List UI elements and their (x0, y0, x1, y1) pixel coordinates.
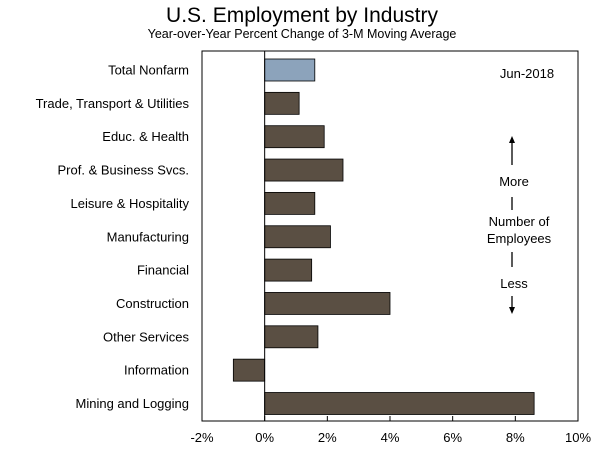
up-arrow-icon (509, 136, 515, 165)
bar-information (232, 358, 266, 382)
bar-educ-health (264, 125, 325, 149)
down-arrow-icon (509, 296, 515, 314)
category-label: Other Services (103, 329, 189, 344)
date-label: Jun-2018 (500, 66, 554, 81)
x-tick-label: 10% (565, 430, 591, 445)
bar-financial (264, 258, 313, 282)
chart-subtitle: Year-over-Year Percent Change of 3-M Mov… (148, 27, 457, 41)
bar-leisure-hospitality (264, 191, 316, 215)
x-tick-label: 6% (443, 430, 462, 445)
category-label: Educ. & Health (102, 129, 189, 144)
bar-total-nonfarm (264, 58, 316, 82)
less-label: Less (500, 276, 528, 291)
x-tick-label: 0% (255, 430, 274, 445)
category-label: Construction (116, 296, 189, 311)
bar-construction (264, 292, 391, 315)
x-tick-label: 2% (318, 430, 337, 445)
category-label: Financial (137, 263, 189, 278)
category-label: Trade, Transport & Utilities (36, 96, 190, 111)
bar-manufacturing (264, 225, 331, 249)
number-of-label: Number of (489, 214, 550, 229)
category-label: Prof. & Business Svcs. (58, 163, 190, 178)
chart-title: U.S. Employment by Industry (166, 4, 438, 27)
category-label: Total Nonfarm (108, 63, 189, 78)
category-label: Mining and Logging (76, 396, 189, 411)
x-tick-label: 4% (381, 430, 400, 445)
bar-mining-and-logging (264, 392, 535, 415)
more-label: More (499, 174, 529, 189)
category-label: Manufacturing (107, 229, 189, 244)
category-label: Information (124, 363, 189, 378)
x-tick-label: -2% (190, 430, 214, 445)
x-tick-label: 8% (506, 430, 525, 445)
bar-other-services (264, 325, 319, 349)
employees-label: Employees (487, 231, 552, 246)
category-label: Leisure & Hospitality (71, 196, 190, 211)
bar-prof-business-svcs (264, 158, 344, 182)
bar-trade-transport-utilities (264, 91, 300, 115)
